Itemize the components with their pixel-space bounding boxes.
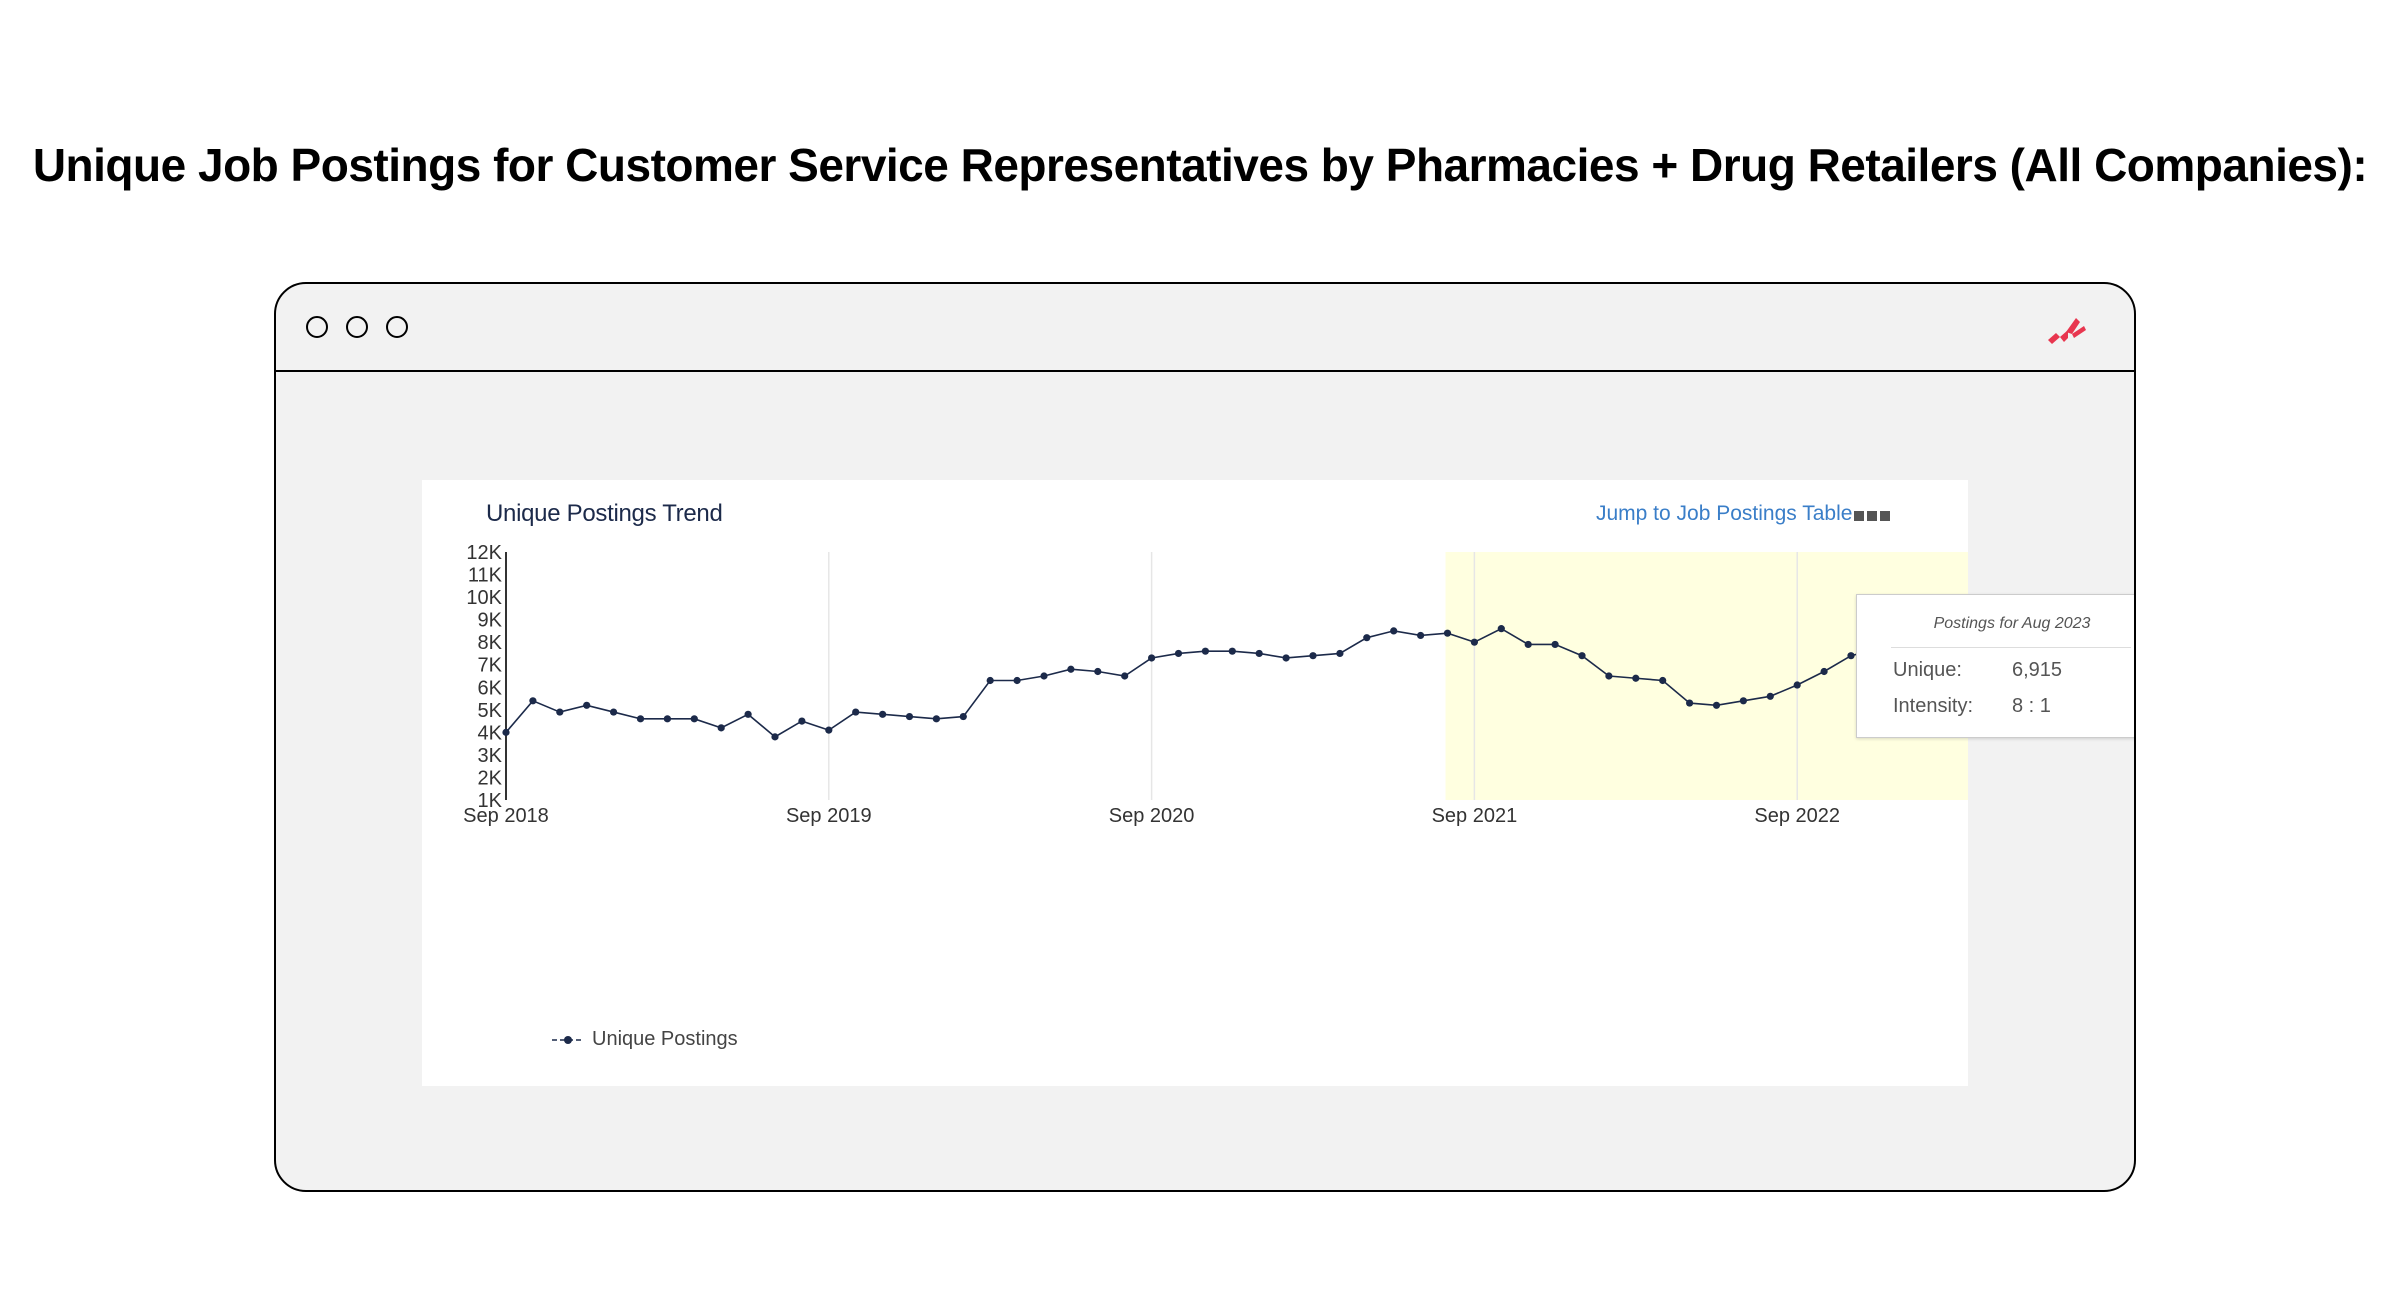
window-titlebar <box>276 284 2134 372</box>
series-line <box>505 627 1968 738</box>
data-point <box>1524 640 1532 649</box>
data-point <box>1712 701 1721 709</box>
y-tick-label: 8K <box>478 632 503 654</box>
y-tick-label: 9K <box>478 610 503 632</box>
data-point <box>1417 631 1425 640</box>
data-point <box>744 710 752 718</box>
tooltip-divider <box>1891 647 2131 648</box>
y-tick-label: 4K <box>478 722 503 744</box>
data-point <box>1847 652 1855 660</box>
y-tick-label: 1K <box>478 790 503 812</box>
data-point <box>1013 676 1021 685</box>
data-point <box>690 715 698 723</box>
data-point <box>1632 674 1640 682</box>
page-title: Unique Job Postings for Customer Service… <box>32 139 2368 191</box>
y-tick-label: 2K <box>478 767 503 789</box>
data-point <box>1443 629 1452 637</box>
data-point <box>583 701 591 709</box>
data-point <box>502 728 510 736</box>
data-point <box>1094 667 1102 676</box>
data-point <box>1739 697 1747 705</box>
y-tick-label: 5K <box>478 700 503 722</box>
data-point <box>1121 672 1129 680</box>
y-tick-label: 10K <box>466 587 502 609</box>
tooltip-intensity-value: 8 : 1 <box>2012 695 2051 717</box>
data-point <box>1605 672 1613 680</box>
data-point <box>1282 654 1290 662</box>
more-options-icon[interactable] <box>1854 508 1894 522</box>
data-point <box>825 726 833 734</box>
data-point <box>1470 638 1478 646</box>
data-point <box>852 708 860 716</box>
data-point <box>1174 649 1183 658</box>
x-tick-label: Sep 2019 <box>786 805 872 827</box>
x-tick-label: Sep 2022 <box>1754 805 1840 827</box>
legend-line-icon <box>552 1036 584 1044</box>
data-point <box>1659 676 1667 685</box>
data-point <box>529 697 537 705</box>
data-point <box>1336 649 1344 658</box>
data-point <box>1820 667 1828 676</box>
data-point <box>1766 692 1774 700</box>
chart-title: Unique Postings Trend <box>486 500 723 527</box>
y-tick-label: 11K <box>468 565 503 587</box>
data-point <box>798 717 806 725</box>
data-point <box>663 715 671 723</box>
data-point <box>1497 625 1505 633</box>
data-point <box>1578 652 1586 660</box>
jump-to-table-link[interactable]: Jump to Job Postings Table <box>1596 502 1853 525</box>
x-tick-label: Sep 2021 <box>1432 805 1518 827</box>
data-point <box>1686 699 1694 707</box>
window-dot-icon[interactable] <box>346 316 368 338</box>
y-tick-label: 7K <box>478 655 503 677</box>
data-point <box>959 712 967 721</box>
data-point <box>879 710 887 718</box>
postings-trend-chart: Sep 2018 Sep 2019 Sep 2020 Sep 2021 Sep 2022… <box>463 542 1968 827</box>
data-point <box>1551 640 1559 649</box>
tooltip-unique-value: 6,915 <box>2012 659 2063 681</box>
chart-card: Sep 2018 Sep 2019 Sep 2020 Sep 2021 Sep 2022… <box>422 480 2134 1086</box>
data-point <box>636 715 645 723</box>
data-point <box>986 676 994 685</box>
data-point <box>1201 647 1209 655</box>
brand-logo-icon <box>2048 318 2086 344</box>
y-tick-label: 6K <box>478 677 503 699</box>
data-point <box>610 708 618 716</box>
data-point <box>1148 654 1156 662</box>
data-point <box>1390 627 1398 635</box>
data-point <box>1067 665 1075 673</box>
data-point <box>1228 647 1236 655</box>
data-point <box>717 724 725 732</box>
legend-label: Unique Postings <box>592 1028 738 1050</box>
tooltip-unique-label: Unique: <box>1893 659 1962 681</box>
data-point <box>1255 649 1263 658</box>
y-tick-label: 12K <box>466 542 502 564</box>
chart-tooltip: Postings for Aug 2023 Unique: 6,915 Inte… <box>1856 594 2134 738</box>
data-point <box>1309 652 1317 660</box>
window-dot-icon[interactable] <box>306 316 328 338</box>
x-tick-label: Sep 2020 <box>1109 805 1195 827</box>
tooltip-title: Postings for Aug 2023 <box>1933 615 2091 632</box>
tooltip-intensity-label: Intensity: <box>1893 695 1974 717</box>
data-point <box>1363 634 1371 642</box>
data-point <box>556 708 564 716</box>
data-point <box>905 712 914 721</box>
window-dot-icon[interactable] <box>386 316 408 338</box>
browser-window: Sep 2018 Sep 2019 Sep 2020 Sep 2021 Sep 2022… <box>274 282 2136 1192</box>
y-tick-label: 3K <box>478 745 503 767</box>
data-point <box>771 733 779 741</box>
data-point <box>1793 681 1801 689</box>
data-point <box>1040 672 1048 680</box>
data-point <box>932 715 940 723</box>
x-tick-label: Sep 2018 <box>463 805 549 827</box>
